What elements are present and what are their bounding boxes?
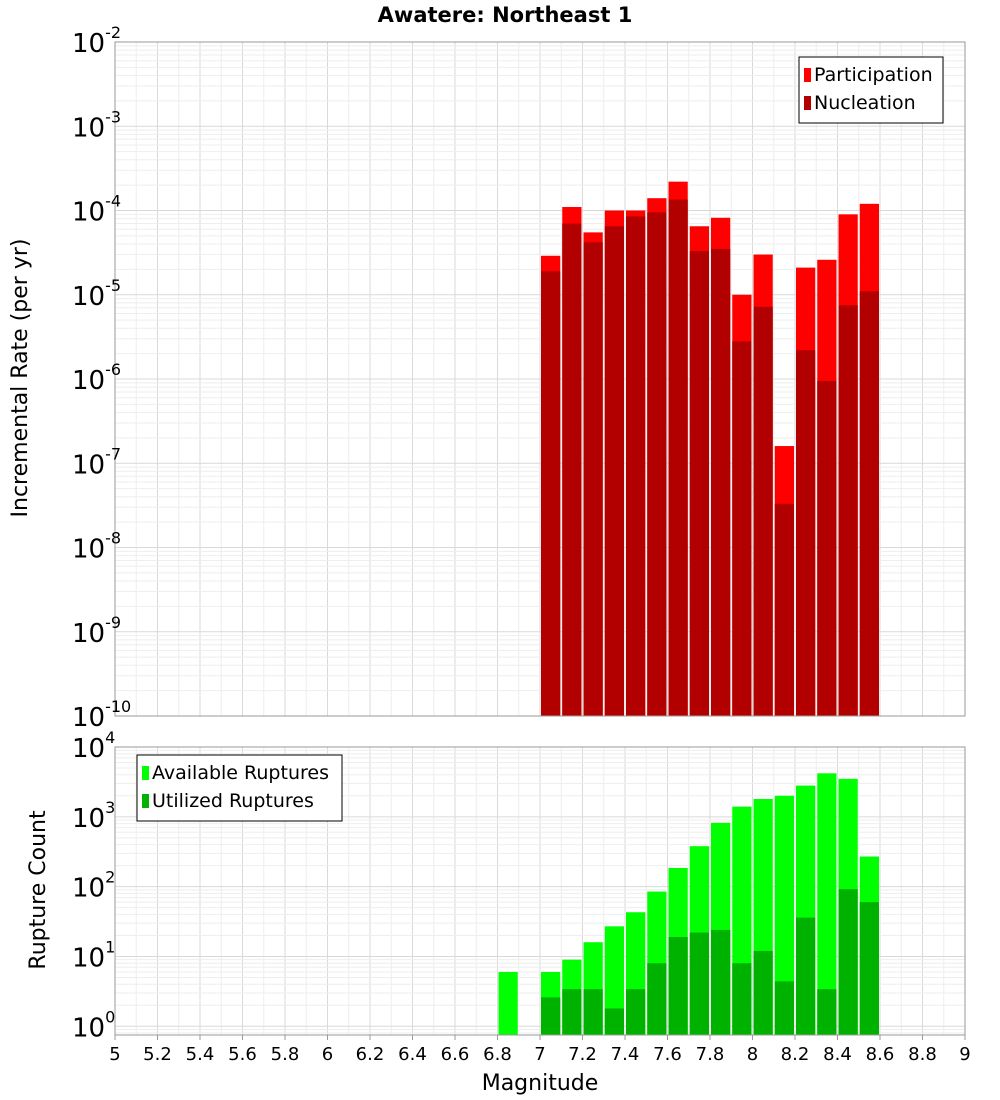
count-bar <box>774 981 794 1035</box>
rupture-count-plot: 100 101 102 103 104 Available Ruptures Utilize… <box>72 728 971 1065</box>
count-bar <box>838 889 858 1035</box>
magnitude-xlabel: Magnitude <box>482 1071 599 1096</box>
rate-bar <box>689 251 709 717</box>
count-bar <box>859 902 879 1035</box>
rate-series-nucleation <box>541 199 879 717</box>
xtick-label: 6 <box>322 1044 333 1065</box>
rate-ytick-label: 10-4 <box>72 192 121 228</box>
rate-ytick-label: 10-8 <box>72 529 121 565</box>
xtick-label: 7.2 <box>568 1044 597 1065</box>
rate-legend-label: Nucleation <box>814 92 916 114</box>
rate-bar <box>859 291 879 716</box>
count-bar <box>647 963 667 1035</box>
rate-plot-frame <box>114 41 966 717</box>
rate-bar <box>626 216 646 716</box>
rate-ytick-label: 10-9 <box>72 613 121 649</box>
xtick-label: 5.6 <box>228 1044 257 1065</box>
rate-bar <box>711 248 731 716</box>
count-ytick-label: 104 <box>72 728 115 764</box>
xtick-label: 7.6 <box>653 1044 682 1065</box>
rate-legend-label: Participation <box>814 64 933 86</box>
count-bar <box>817 773 837 1035</box>
count-legend-label: Available Ruptures <box>152 762 329 784</box>
rate-bar <box>753 306 773 716</box>
xtick-label: 5.8 <box>271 1044 300 1065</box>
rate-grid <box>114 41 966 717</box>
rate-bar <box>668 199 688 716</box>
rate-bar <box>583 242 603 716</box>
xtick-label: 8.8 <box>908 1044 937 1065</box>
rate-ytick-label: 10-5 <box>72 276 121 312</box>
count-ytick-label: 102 <box>72 868 115 904</box>
rate-bar <box>732 341 752 716</box>
count-bar <box>796 917 816 1035</box>
rate-bar <box>817 380 837 716</box>
rate-bar <box>838 305 858 716</box>
xtick-label: 7.8 <box>696 1044 725 1065</box>
xtick-label: 8.6 <box>866 1044 895 1065</box>
count-legend-label: Utilized Ruptures <box>152 790 314 812</box>
rate-legend-swatch <box>804 68 811 82</box>
rate-ytick-label: 10-10 <box>72 697 131 733</box>
xtick-label: 6.2 <box>356 1044 385 1065</box>
count-bar <box>668 936 688 1035</box>
rate-plot: 10-10 10-9 10-8 10-7 10-6 10-5 10-4 10-3 10-2 Par… <box>72 23 966 733</box>
rate-ytick-label: 10-7 <box>72 444 121 480</box>
count-bar <box>541 997 561 1035</box>
xtick-label: 8.4 <box>823 1044 852 1065</box>
rate-bar <box>774 503 794 716</box>
count-bar <box>711 929 731 1035</box>
rate-legend-swatch <box>804 96 811 110</box>
xtick-label: 6.4 <box>398 1044 427 1065</box>
xtick-label: 6.6 <box>441 1044 470 1065</box>
rate-ytick-label: 10-6 <box>72 360 121 396</box>
count-ytick-label: 101 <box>72 937 115 973</box>
rate-ytick-label: 10-3 <box>72 107 121 143</box>
count-ytick-label: 103 <box>72 798 115 834</box>
count-bar <box>498 971 518 1035</box>
count-bar <box>626 989 646 1035</box>
xtick-label: 5.4 <box>186 1044 215 1065</box>
xtick-label: 8 <box>747 1044 758 1065</box>
rupture-count-ylabel: Rupture Count <box>26 810 51 970</box>
count-bar <box>774 795 794 1035</box>
xtick-label: 7.4 <box>611 1044 640 1065</box>
count-legend: Available Ruptures Utilized Ruptures <box>136 754 343 822</box>
count-bar <box>604 926 624 1035</box>
rate-legend: Participation Nucleation <box>798 56 944 124</box>
count-bar <box>732 963 752 1035</box>
xtick-label: 7 <box>534 1044 545 1065</box>
count-series-utilized-ruptures <box>541 889 879 1035</box>
rate-bar <box>541 271 561 716</box>
count-ytick-label: 100 <box>72 1007 115 1043</box>
count-legend-swatch <box>142 794 149 808</box>
xtick-label: 5.2 <box>143 1044 172 1065</box>
rate-bar <box>562 223 582 717</box>
xtick-label: 5 <box>109 1044 120 1065</box>
count-bar <box>583 989 603 1035</box>
rate-bar <box>647 212 667 717</box>
rate-plot-ylabel: Incremental Rate (per yr) <box>8 239 33 518</box>
rate-bar <box>796 350 816 716</box>
xtick-label: 8.2 <box>781 1044 810 1065</box>
rate-bar <box>604 226 624 716</box>
count-bar <box>689 932 709 1035</box>
chart-title: Awatere: Northeast 1 <box>378 3 633 27</box>
count-bar <box>562 989 582 1035</box>
xtick-label: 6.8 <box>483 1044 512 1065</box>
rate-ytick-label: 10-2 <box>72 23 121 59</box>
count-bar <box>604 1008 624 1035</box>
xtick-label: 9 <box>959 1044 970 1065</box>
count-bar <box>753 950 773 1035</box>
count-bar <box>817 989 837 1035</box>
count-legend-swatch <box>142 766 149 780</box>
